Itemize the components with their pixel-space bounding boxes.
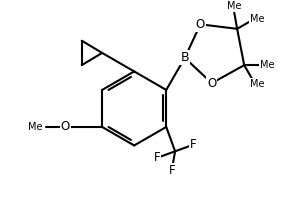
Text: Me: Me — [260, 60, 274, 70]
Text: O: O — [196, 18, 205, 31]
Text: O: O — [207, 77, 217, 90]
Text: Me: Me — [28, 122, 42, 132]
Text: B: B — [180, 51, 189, 64]
Text: Me: Me — [250, 79, 265, 89]
Text: F: F — [154, 151, 160, 164]
Text: F: F — [190, 138, 197, 151]
Text: F: F — [168, 164, 175, 177]
Text: Me: Me — [250, 14, 265, 24]
Text: Me: Me — [227, 1, 241, 11]
Text: O: O — [60, 120, 70, 134]
